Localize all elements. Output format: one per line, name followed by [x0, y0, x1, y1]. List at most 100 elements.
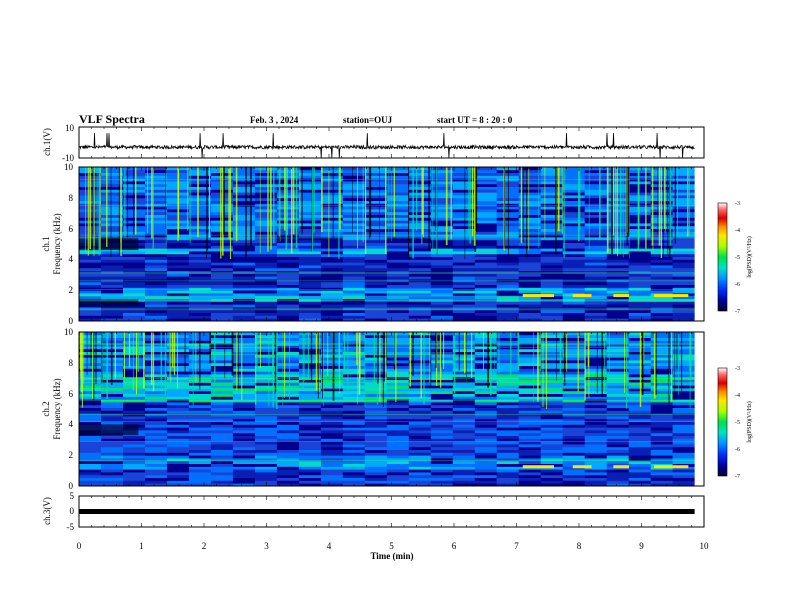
spec-cell [518, 441, 542, 445]
spec-cell [145, 379, 168, 383]
spec-cell [188, 402, 212, 406]
spec-cell [408, 262, 432, 266]
ch2-ytick-10: 10 [64, 327, 74, 337]
spec-cell [188, 432, 212, 436]
spec-cell [232, 371, 256, 375]
spec-cell [584, 334, 608, 338]
spec-cell [408, 181, 432, 185]
spec-cell [518, 396, 542, 400]
ch2-spectrogram-image [79, 332, 704, 486]
spec-cell [496, 318, 520, 321]
spec-cell [145, 402, 168, 406]
spec-cell [364, 483, 388, 486]
spec-cell [79, 477, 102, 481]
spec-cell [386, 351, 410, 355]
spec-cell [210, 469, 234, 473]
spec-cell [320, 239, 344, 243]
spec-cell [188, 211, 212, 215]
spec-cell [254, 265, 278, 269]
spec-cell [650, 281, 674, 285]
spec-cell [342, 354, 366, 358]
spec-cell [342, 348, 366, 352]
spec-cell [123, 354, 146, 358]
spec-cell [430, 281, 454, 285]
spec-cell [452, 276, 476, 280]
spec-cell [518, 206, 542, 210]
spec-cell [518, 385, 542, 389]
spec-cell [474, 438, 498, 442]
spec-cell [650, 441, 674, 445]
spec-cell [232, 357, 256, 361]
spec-cell [298, 455, 322, 459]
spec-cell [474, 455, 498, 459]
spec-cell [408, 203, 432, 207]
spec-cell [452, 458, 476, 462]
spec-cell [540, 388, 564, 392]
ch1-ytick-top: 10 [65, 123, 75, 133]
spec-cell [342, 449, 366, 453]
spec-cell [606, 460, 630, 464]
spec-cell [320, 276, 344, 280]
spec-cell [628, 217, 652, 221]
spec-cell [452, 396, 476, 400]
spec-cell [276, 200, 300, 204]
spec-cell [650, 416, 674, 420]
spec-cell [408, 284, 432, 288]
spec-cell [166, 477, 190, 481]
spec-cell [364, 404, 388, 408]
spec-cell [166, 340, 190, 344]
spec-cell [101, 231, 124, 235]
spec-cell [584, 332, 608, 336]
spec-cell [430, 276, 454, 280]
spec-cell [188, 267, 212, 271]
spec-cell [606, 365, 630, 369]
spec-cell [496, 438, 520, 442]
spec-cell [540, 183, 564, 187]
spec-cell [123, 304, 146, 308]
spec-cell [650, 393, 674, 397]
spec-cell [364, 396, 388, 400]
spec-cell [474, 410, 498, 414]
spec-cell [628, 220, 652, 224]
spec-cell [101, 435, 124, 439]
spec-cell [562, 304, 586, 308]
spec-cell [342, 455, 366, 459]
spec-cell [342, 231, 366, 235]
spec-cell [386, 348, 410, 352]
spec-cell [166, 312, 190, 316]
spec-cell [364, 214, 388, 218]
spec-cell [650, 463, 674, 467]
spec-cell [320, 183, 344, 187]
spec-cell [562, 262, 586, 266]
spec-cell [408, 309, 432, 313]
spec-cell [518, 463, 542, 467]
spec-cell [562, 189, 586, 193]
ch2-colorbar-label: log(PSD)(V²/Hz) [746, 401, 753, 442]
spec-cell [386, 385, 410, 389]
spec-cell [386, 273, 410, 277]
spec-cell [188, 178, 212, 182]
spec-cell [123, 295, 146, 299]
spec-cell [452, 290, 476, 294]
spec-cell [518, 357, 542, 361]
spec-cell [101, 223, 124, 227]
spec-cell [540, 189, 564, 193]
spec-cell [320, 424, 344, 428]
spec-cell [364, 231, 388, 235]
spec-cell [496, 225, 520, 229]
spec-cell [101, 167, 124, 171]
spec-cell [254, 251, 278, 255]
spec-cell [672, 382, 695, 386]
spec-cell [342, 197, 366, 201]
spec-cell [123, 343, 146, 347]
spec-cell [364, 228, 388, 232]
spec-cell [518, 334, 542, 338]
spec-cell [562, 267, 586, 271]
spec-cell [298, 474, 322, 478]
spec-cell [364, 293, 388, 297]
spec-cell [606, 281, 630, 285]
spec-cell [386, 418, 410, 422]
spec-cell [364, 435, 388, 439]
spec-cell [145, 172, 168, 176]
spec-cell [342, 248, 366, 252]
